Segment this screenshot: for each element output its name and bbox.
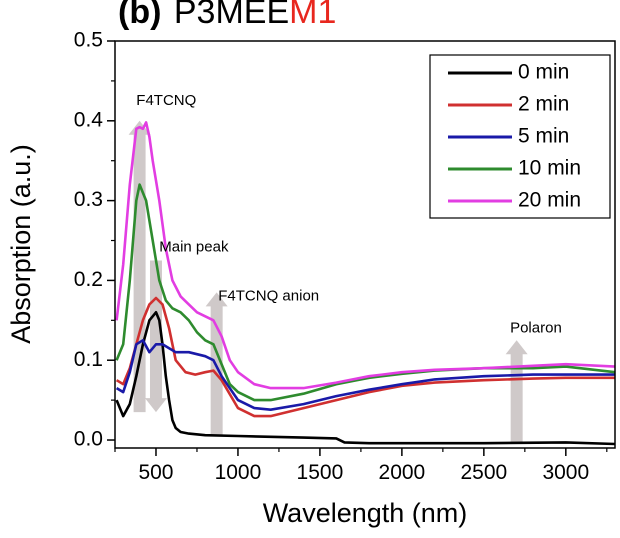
chart-title: (b) P3MEEM1	[118, 0, 336, 31]
legend-label: 0 min	[518, 61, 569, 84]
x-tick-label: 500	[138, 461, 173, 484]
y-tick-label: 0.0	[74, 428, 103, 451]
annotation-label: Main peak	[159, 239, 229, 256]
series-lines	[115, 121, 616, 446]
annotation-arrow	[505, 340, 528, 445]
y-tick-label: 0.1	[74, 348, 103, 371]
series-line	[115, 183, 616, 402]
x-tick-label: 1500	[297, 461, 344, 484]
y-tick-label: 0.2	[74, 268, 103, 291]
legend-label: 10 min	[518, 157, 581, 180]
series-line	[115, 339, 615, 411]
annotations: F4TCNQ Main peak F4TCNQ anion Polaron	[136, 92, 561, 336]
title-prefix: (b)	[118, 0, 161, 31]
annotation-label: F4TCNQ anion	[218, 287, 319, 304]
plot-frame	[114, 40, 616, 449]
annotation-label: F4TCNQ	[136, 92, 196, 109]
annotation-label: Polaron	[510, 319, 562, 336]
series-line	[115, 121, 616, 390]
y-axis-label: Absorption (a.u.)	[6, 144, 36, 344]
legend-label: 5 min	[518, 125, 569, 148]
y-tick-label: 0.3	[74, 188, 103, 211]
x-tick-label: 2000	[379, 461, 426, 484]
x-tick-label: 2500	[460, 461, 507, 484]
x-axis-label: Wavelength (nm)	[263, 498, 468, 528]
series-line	[115, 296, 615, 418]
x-tick-label: 3000	[542, 461, 589, 484]
y-tick-label: 0.4	[74, 108, 104, 131]
annotation-arrow	[144, 260, 167, 413]
legend: 0 min 2 min 5 min 10 min 20 min	[429, 54, 611, 219]
y-tick-label: 0.5	[74, 29, 103, 52]
title-accent: M1	[289, 0, 336, 31]
legend-label: 2 min	[518, 93, 569, 116]
x-tick-label: 1000	[215, 461, 262, 484]
axis-ticks: 500 1000 1500 2000 2500 3000 0.0 0.1 0.2 0.3 0.4 0.…	[74, 29, 608, 484]
title-main: P3MEE	[174, 0, 289, 31]
legend-label: 20 min	[518, 189, 581, 212]
